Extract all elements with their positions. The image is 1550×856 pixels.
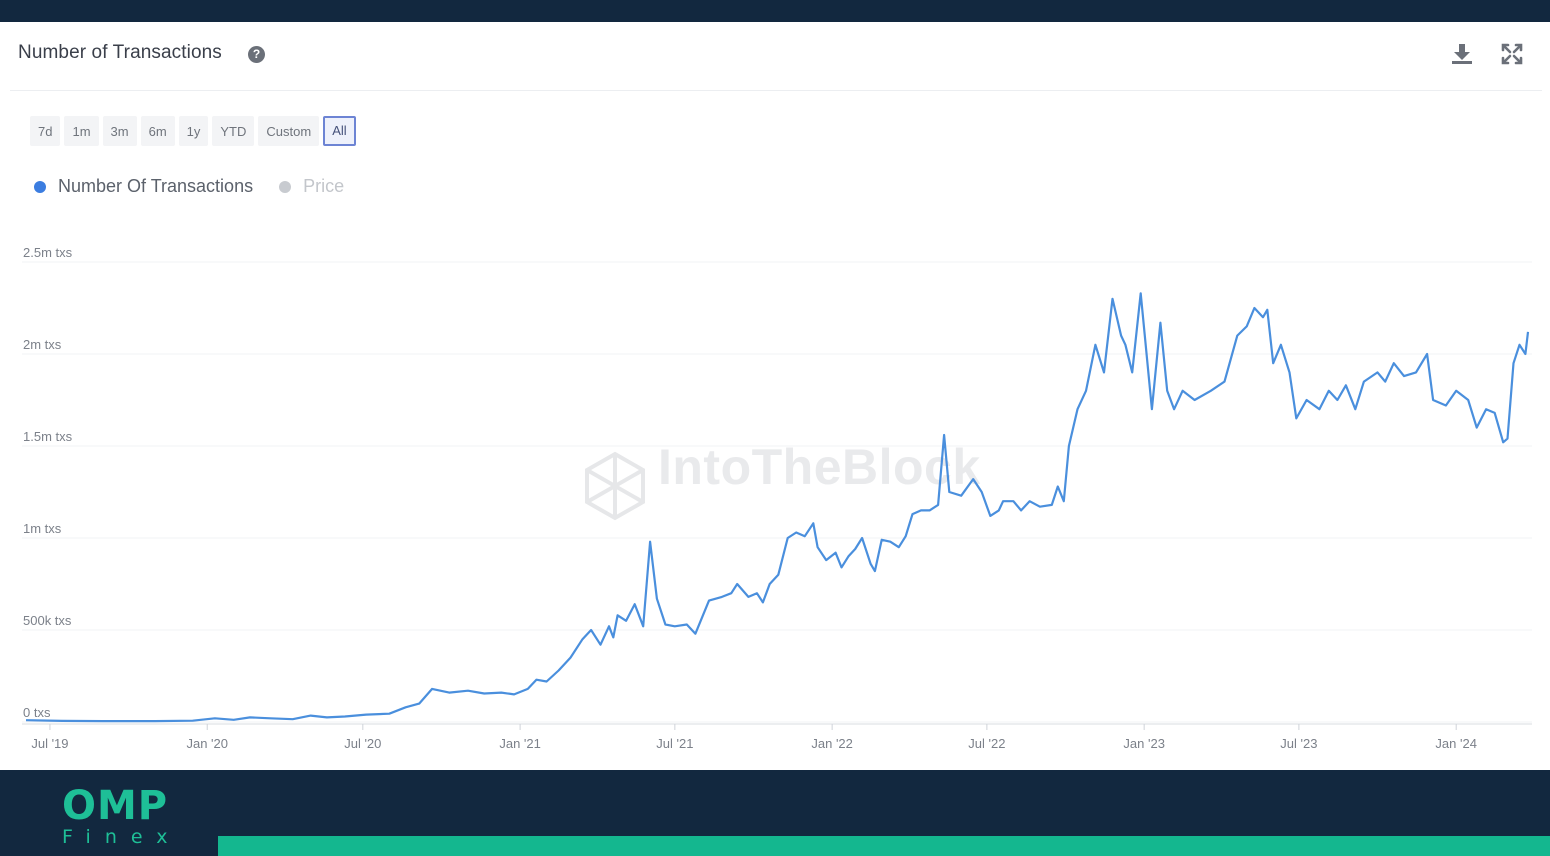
y-tick-label: 1.5m txs	[23, 429, 73, 444]
legend-item-price[interactable]: Price	[279, 176, 344, 197]
y-tick-label: 0 txs	[23, 705, 51, 720]
grid	[22, 261, 1532, 723]
range-selector: 7d 1m 3m 6m 1y YTD Custom All	[30, 116, 356, 148]
download-icon[interactable]	[1450, 42, 1474, 66]
legend-label: Number Of Transactions	[58, 176, 254, 196]
x-tick-label: Jan '21	[499, 736, 541, 751]
x-tick-label: Jan '22	[811, 736, 853, 751]
footer-accent-stripe	[218, 836, 1550, 856]
legend-marker	[34, 180, 46, 193]
x-tick-label: Jan '20	[186, 736, 228, 751]
chart-title: Number of Transactions	[18, 42, 222, 63]
fullscreen-icon[interactable]	[1500, 42, 1524, 66]
legend-item-transactions[interactable]: Number Of Transactions	[34, 176, 253, 197]
legend: Number Of Transactions Price	[34, 176, 370, 197]
watermark: IntoTheBlock	[658, 439, 981, 495]
logo-subtitle: Finex	[62, 826, 182, 848]
range-button-ytd[interactable]: YTD	[212, 116, 255, 146]
range-button-3m[interactable]: 3m	[102, 116, 137, 146]
y-tick-label: 2.5m txs	[23, 245, 73, 260]
series-layer	[25, 292, 1530, 723]
chart-card: Number of Transactions ? 7d 1m 3m 6m 1y …	[0, 22, 1550, 770]
y-tick-label: 2m txs	[23, 337, 62, 352]
legend-marker	[279, 180, 292, 193]
x-tick-label: Jul '20	[344, 736, 381, 751]
x-tick-label: Jul '19	[31, 736, 68, 751]
intotheblock-logo-icon	[585, 451, 645, 521]
range-button-6m[interactable]: 6m	[140, 116, 175, 146]
series-line-transactions	[25, 292, 1530, 723]
y-tick-label: 1m txs	[23, 521, 62, 536]
range-button-all[interactable]: All	[323, 116, 356, 146]
legend-label: Price	[303, 176, 345, 196]
omp-finex-logo: OMP Finex	[62, 786, 181, 848]
x-tick-label: Jan '24	[1435, 736, 1477, 751]
header-divider	[10, 90, 1542, 91]
x-tick-label: Jul '22	[968, 736, 1005, 751]
x-tick-label: Jan '23	[1123, 736, 1165, 751]
x-axis: Jul '19 Jan '20 Jul '20 Jan '21 Jul '21 Jan '…	[22, 723, 1532, 751]
range-button-1y[interactable]: 1y	[178, 116, 209, 146]
y-tick-label: 500k txs	[23, 613, 72, 628]
y-axis: 0 txs 500k txs 1m txs 1.5m txs 2m txs 2.5m tx…	[23, 245, 73, 720]
help-icon[interactable]: ?	[248, 46, 265, 63]
x-tick-label: Jul '23	[1280, 736, 1317, 751]
range-button-1m[interactable]: 1m	[64, 116, 99, 146]
top-bar	[0, 0, 1550, 22]
range-button-custom[interactable]: Custom	[258, 116, 320, 146]
logo-wordmark: OMP	[62, 783, 169, 829]
x-tick-label: Jul '21	[656, 736, 693, 751]
line-chart: 0 txs 500k txs 1m txs 1.5m txs 2m txs 2.5m tx…	[22, 245, 1532, 751]
range-button-7d[interactable]: 7d	[30, 116, 61, 146]
